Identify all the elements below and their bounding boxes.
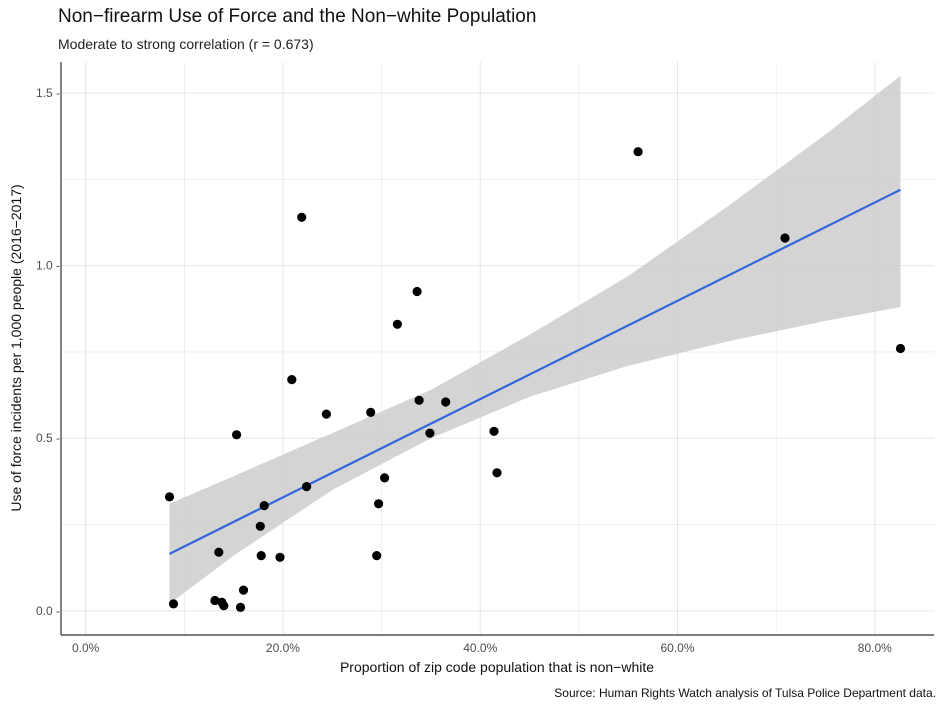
data-point: [366, 407, 376, 417]
chart-subtitle: Moderate to strong correlation (r = 0.67…: [58, 36, 314, 52]
tick-labels: 0.0% 20.0% 40.0% 60.0% 80.0% 0.0 - 0.5 - 1.0 - 1…: [36, 86, 892, 655]
regression-line: [169, 188, 901, 555]
data-point: [214, 547, 224, 557]
data-point: [633, 147, 643, 157]
data-point: [414, 395, 424, 405]
y-tick-label: 1.0 -: [36, 259, 60, 273]
source-caption: Source: Human Rights Watch analysis of T…: [554, 686, 936, 700]
data-point: [256, 551, 266, 561]
data-point: [297, 212, 307, 222]
x-tick-label: 0.0%: [72, 641, 100, 655]
data-point: [210, 595, 220, 606]
data-point: [287, 375, 297, 385]
confidence-band: [169, 75, 901, 604]
data-point: [255, 521, 265, 531]
data-point: [164, 492, 175, 502]
data-point: [232, 430, 242, 440]
chart-title: Non−firearm Use of Force and the Non−whi…: [58, 6, 537, 27]
fit-line-layer: [169, 188, 901, 555]
data-point: [392, 319, 402, 329]
data-point: [275, 552, 285, 562]
x-tick-label: 80.0%: [858, 641, 892, 655]
data-point: [380, 473, 390, 483]
x-tick-label: 60.0%: [661, 641, 695, 655]
data-point: [168, 599, 179, 609]
y-tick-label: 0.5 -: [36, 431, 60, 445]
x-tick-label: 40.0%: [463, 641, 497, 655]
data-point: [441, 397, 451, 407]
data-point: [780, 233, 790, 243]
y-tick-label: 1.5 -: [36, 86, 60, 100]
data-points: [164, 147, 906, 613]
data-point: [302, 482, 312, 492]
confidence-band-layer: [169, 75, 901, 604]
data-point: [219, 601, 229, 611]
data-point: [895, 343, 906, 354]
axes: [60, 62, 934, 636]
data-point: [321, 409, 331, 419]
data-point: [492, 468, 502, 478]
data-point: [259, 501, 269, 511]
y-tick-label: 0.0 -: [36, 604, 60, 618]
data-point: [235, 602, 246, 613]
data-point: [412, 286, 422, 297]
data-point: [425, 428, 435, 438]
x-axis-title: Proportion of zip code population that i…: [340, 659, 654, 675]
data-point: [489, 426, 499, 436]
data-point: [372, 551, 382, 561]
data-point: [238, 585, 249, 595]
x-tick-label: 20.0%: [266, 641, 300, 655]
data-point: [374, 499, 384, 509]
y-axis-title: Use of force incidents per 1,000 people …: [8, 184, 24, 511]
